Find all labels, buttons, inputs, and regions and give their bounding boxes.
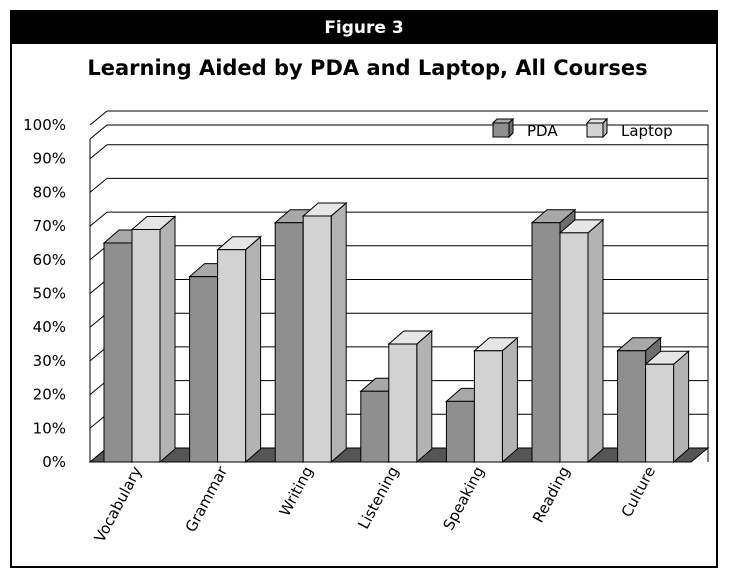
- y-tick-label: 30%: [33, 352, 66, 370]
- y-tick-label: 100%: [23, 116, 66, 134]
- y-tick-label: 60%: [33, 251, 66, 269]
- bar-pda: [531, 222, 561, 463]
- x-tick-label: Culture: [618, 463, 660, 520]
- bar-laptop: [473, 350, 503, 463]
- plot-back-wall: [89, 124, 709, 462]
- legend-label: PDA: [527, 122, 558, 140]
- bar-laptop-side: [159, 215, 176, 464]
- x-tick-label: Writing: [276, 463, 317, 519]
- bar-laptop: [645, 363, 675, 463]
- gridline-side: [89, 211, 108, 227]
- bar-laptop: [302, 215, 332, 463]
- bar-laptop-side: [416, 329, 433, 464]
- y-tick-label: 90%: [33, 150, 66, 168]
- y-tick-label: 10%: [33, 419, 66, 437]
- bar-pda: [617, 350, 647, 463]
- bar-laptop-side: [330, 201, 347, 464]
- x-tick-label: Reading: [529, 463, 573, 525]
- y-tick-label: 70%: [33, 217, 66, 235]
- gridline-side: [89, 178, 108, 193]
- x-tick-label: Speaking: [439, 463, 487, 533]
- bar-pda: [360, 390, 390, 463]
- bar-pda: [274, 222, 304, 463]
- x-tick-label: Listening: [354, 463, 402, 532]
- gridline-side: [89, 144, 108, 160]
- gridline-side: [89, 110, 108, 126]
- figure-label: Figure 3: [12, 12, 716, 44]
- y-tick-label: 0%: [42, 453, 66, 471]
- y-tick-label: 40%: [33, 318, 66, 336]
- legend-label: Laptop: [621, 122, 673, 140]
- bar-laptop-side: [587, 218, 604, 464]
- legend-swatch-side: [602, 117, 608, 139]
- bar-laptop-side: [673, 350, 690, 464]
- legend-swatch-side: [508, 117, 514, 139]
- bar-pda: [103, 242, 133, 463]
- x-tick-label: Grammar: [182, 463, 232, 535]
- bar-laptop: [131, 228, 161, 463]
- bar-pda: [189, 276, 219, 463]
- bar-laptop-side: [501, 336, 518, 464]
- bar-laptop: [559, 232, 589, 463]
- x-tick-label: Vocabulary: [91, 463, 146, 545]
- bar-laptop: [388, 343, 418, 463]
- y-tick-label: 20%: [33, 386, 66, 404]
- y-tick-label: 80%: [33, 183, 66, 201]
- bar-laptop: [217, 249, 247, 463]
- y-tick-label: 50%: [33, 285, 66, 303]
- legend-swatch: [586, 122, 604, 138]
- bar-pda: [445, 400, 475, 463]
- bar-laptop-side: [245, 235, 262, 464]
- legend-swatch: [492, 122, 510, 138]
- chart-title: Learning Aided by PDA and Laptop, All Co…: [87, 56, 648, 80]
